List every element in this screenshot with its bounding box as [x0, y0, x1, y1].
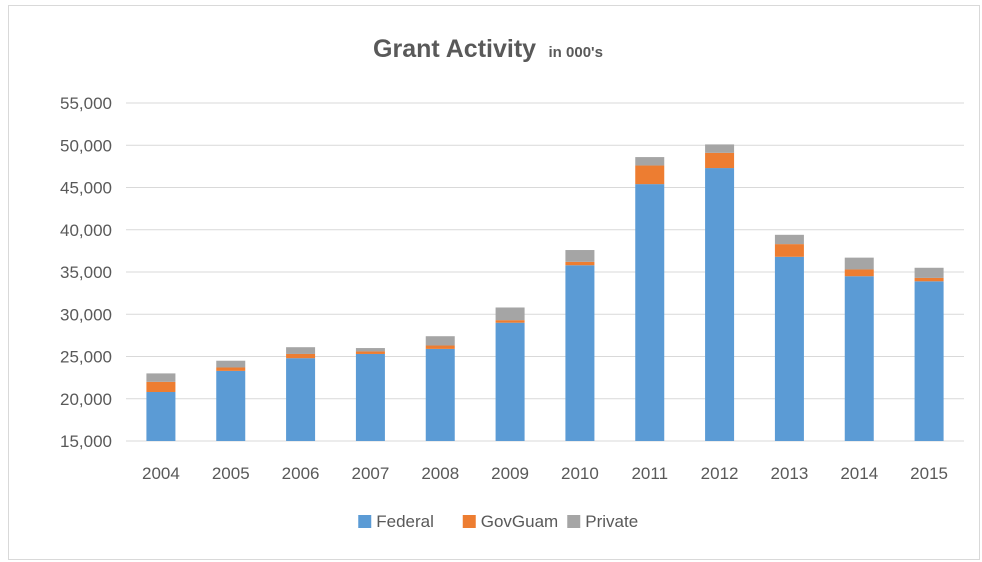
legend-label-govguam: GovGuam — [481, 512, 558, 531]
bar-private-2010 — [565, 250, 595, 262]
bar-private-2013 — [774, 234, 804, 245]
bar-federal-2010 — [565, 265, 595, 441]
x-tick-label: 2004 — [142, 464, 180, 483]
bar-private-2005 — [216, 360, 246, 368]
bar-federal-2007 — [355, 353, 385, 441]
bar-govguam-2009 — [495, 320, 525, 323]
bar-govguam-2013 — [774, 244, 804, 257]
bar-federal-2013 — [774, 256, 804, 441]
bar-private-2015 — [914, 267, 944, 278]
bar-federal-2009 — [495, 322, 525, 441]
gridlines — [126, 102, 964, 442]
bar-federal-2006 — [286, 358, 316, 441]
bar-federal-2011 — [635, 184, 665, 441]
x-tick-label: 2006 — [282, 464, 320, 483]
bar-govguam-2015 — [914, 277, 944, 282]
x-axis-ticks: 2004 2005 2006 2007 2008 2009 2010 2011 2012 2013… — [142, 464, 948, 483]
chart-title: Grant Activity in 000's — [373, 35, 603, 63]
legend-label-federal: Federal — [376, 512, 434, 531]
bar-federal-2005 — [216, 370, 246, 441]
x-tick-label: 2009 — [491, 464, 529, 483]
bar-private-2007 — [355, 348, 385, 352]
legend: Federal GovGuam Private — [358, 512, 638, 531]
bar-govguam-2010 — [565, 261, 595, 266]
bar-federal-2015 — [914, 281, 944, 441]
x-tick-label: 2007 — [352, 464, 390, 483]
bar-govguam-2004 — [146, 381, 176, 392]
bar-private-2009 — [495, 307, 525, 321]
legend-label-private: Private — [585, 512, 638, 531]
y-tick-label: 15,000 — [60, 432, 112, 451]
bar-govguam-2012 — [705, 152, 735, 169]
bar-govguam-2007 — [355, 351, 385, 354]
bar-govguam-2005 — [216, 367, 246, 371]
bar-private-2004 — [146, 373, 176, 382]
bar-federal-2008 — [425, 348, 455, 441]
bar-federal-2012 — [705, 168, 735, 441]
chart-title-subtitle: in 000's — [549, 44, 603, 61]
bar-private-2014 — [844, 257, 874, 270]
bar-private-2011 — [635, 157, 665, 166]
legend-swatch-federal — [358, 515, 372, 528]
y-tick-label: 45,000 — [60, 179, 112, 198]
bar-govguam-2006 — [286, 353, 316, 359]
bar-federal-2004 — [146, 391, 176, 441]
legend-swatch-govguam — [462, 515, 476, 528]
y-tick-label: 25,000 — [60, 348, 112, 367]
legend-swatch-private — [567, 515, 581, 528]
bar-private-2012 — [705, 144, 735, 153]
y-tick-label: 40,000 — [60, 221, 112, 240]
x-tick-label: 2005 — [212, 464, 250, 483]
bar-private-2008 — [425, 336, 455, 346]
y-tick-label: 50,000 — [60, 136, 112, 155]
y-axis-ticks: 15,000 20,000 25,000 30,000 35,000 40,000 45,0… — [60, 94, 112, 451]
x-tick-label: 2015 — [910, 464, 948, 483]
bar-govguam-2008 — [425, 345, 455, 349]
y-tick-label: 20,000 — [60, 390, 112, 409]
y-tick-label: 55,000 — [60, 94, 112, 113]
x-tick-label: 2012 — [701, 464, 739, 483]
bar-private-2006 — [286, 347, 316, 354]
bar-federal-2014 — [844, 276, 874, 441]
x-tick-label: 2008 — [421, 464, 459, 483]
chart-frame — [8, 5, 980, 560]
bar-govguam-2011 — [635, 165, 665, 185]
y-tick-label: 35,000 — [60, 263, 112, 282]
bars — [146, 144, 944, 441]
chart-title-main: Grant Activity — [373, 35, 536, 63]
y-tick-label: 30,000 — [60, 305, 112, 324]
x-tick-label: 2013 — [771, 464, 809, 483]
x-tick-label: 2011 — [631, 464, 668, 483]
x-tick-label: 2014 — [840, 464, 878, 483]
bar-govguam-2014 — [844, 269, 874, 277]
x-tick-label: 2010 — [561, 464, 599, 483]
